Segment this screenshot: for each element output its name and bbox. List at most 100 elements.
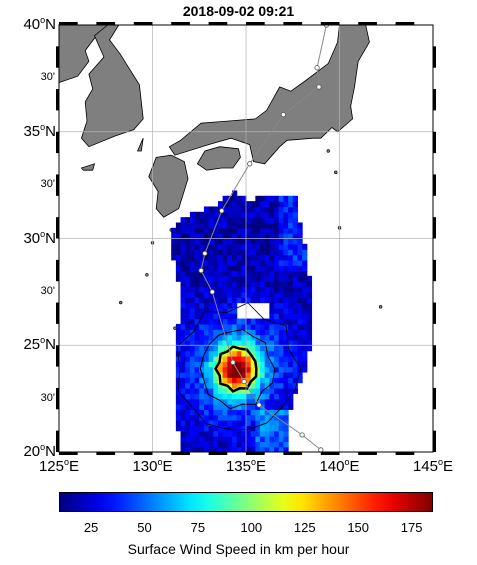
wind-cell [264,345,270,352]
wind-cell [278,350,284,357]
wind-cell [236,291,242,298]
wind-cell [180,286,186,293]
wind-cell [269,270,275,277]
wind-cell [274,281,280,288]
wind-cell [180,414,186,421]
wind-cell [246,270,252,277]
wind-cell [278,393,284,400]
wind-cell [194,307,200,314]
wind-cell [236,243,242,250]
wind-cell [269,249,275,256]
wind-cell [297,307,303,314]
wind-cell [292,297,299,304]
wind-cell [236,270,242,277]
wind-cell [269,265,275,272]
wind-cell [231,206,238,213]
frame-tick [433,302,436,324]
wind-cell [292,350,299,357]
wind-cell [217,345,224,352]
wind-cell [274,334,280,341]
wind-cell [250,382,256,389]
wind-cell [185,297,191,304]
track-point [256,402,262,408]
wind-cell [306,307,313,314]
wind-cell [297,345,303,352]
wind-cell [185,302,191,309]
wind-cell [199,297,205,304]
wind-cell [306,297,313,304]
wind-cell [288,350,294,357]
wind-cell [208,281,214,288]
wind-cell [180,323,186,330]
frame-tick [433,217,436,239]
wind-cell [246,398,252,405]
wind-cell [278,371,284,378]
wind-cell [241,201,247,208]
wind-cell [180,238,186,245]
wind-cell [213,393,219,400]
wind-cell [236,446,242,452]
wind-cell [217,339,224,346]
wind-cell [302,270,308,277]
wind-cell [194,430,200,437]
wind-cell [185,270,191,277]
wind-cell [274,238,280,245]
wind-cell [260,377,266,384]
wind-cell [269,387,275,394]
wind-cell [236,425,242,432]
wind-cell [217,302,224,309]
wind-cell [227,254,233,261]
wind-cell [189,222,196,229]
frame-tick [433,430,436,452]
frame-tick [56,345,59,367]
wind-cell [283,291,289,298]
wind-cell [208,217,214,224]
wind-cell [260,393,266,400]
wind-cell [260,227,266,234]
wind-cell [297,302,303,309]
wind-cell [288,387,294,394]
kyushu-island [148,154,189,218]
wind-cell [241,414,247,421]
wind-cell [292,249,299,256]
wind-cell [288,398,294,405]
wind-cell [283,217,289,224]
wind-cell [264,323,270,330]
wind-cell [208,425,214,432]
wind-cell [222,222,228,229]
wind-cell [292,291,299,298]
wind-cell [208,297,214,304]
wind-cell [283,265,289,272]
wind-cell [283,430,289,437]
wind-cell [213,227,219,234]
wind-cell [269,425,275,432]
wind-cell [302,254,308,261]
wind-cell [278,318,284,325]
wind-cell [255,243,261,250]
wind-cell [180,350,186,357]
frame-tick [283,452,303,455]
wind-cell [227,302,233,309]
wind-cell [283,270,289,277]
wind-cell [231,425,238,432]
wind-cell [283,211,289,218]
wind-cell [180,334,186,341]
wind-cell [236,211,242,218]
track-point [280,112,286,118]
colorbar-tick-label: 50 [137,520,152,535]
wind-cell [269,227,275,234]
track-line [200,25,327,451]
colorbar-tick-label: 150 [347,520,370,535]
wind-cell [231,313,238,320]
wind-cell [171,238,177,245]
wind-cell [189,430,196,437]
wind-cell [260,206,266,213]
frame-tick [208,452,228,455]
wind-cell [213,403,219,410]
wind-cell [255,446,261,452]
wind-cell [231,307,238,314]
jeju-island [80,163,96,171]
wind-cell [250,281,256,288]
wind-cell [185,361,191,368]
wind-cell [208,414,214,421]
